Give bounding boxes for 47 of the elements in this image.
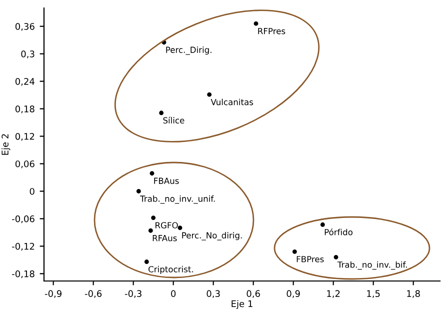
x-tick-label: 1,8: [407, 290, 420, 298]
annotation: Pórfido: [324, 228, 352, 236]
annotation: RFAus: [152, 235, 177, 242]
point: [320, 222, 325, 227]
annotation: RFPres: [258, 28, 286, 34]
y-tick-label: 0,24: [15, 78, 34, 86]
annotation: Trab._no_inv._unif.: [140, 195, 215, 204]
x-tick-label: 0: [171, 290, 176, 298]
point: [151, 216, 156, 220]
point: [178, 226, 182, 230]
y-tick-label: 0,3: [21, 50, 34, 58]
y-tick-label: 0,36: [15, 23, 34, 31]
x-tick-label: 1,2: [327, 290, 340, 298]
annotation: RGFO: [156, 222, 178, 228]
x-tick-label: -0,9: [44, 290, 62, 298]
annotation: Vulcanitas: [210, 98, 254, 106]
point: [136, 189, 141, 194]
annotation: Trab._no_inv._bif.: [337, 261, 407, 270]
annotation: FBAus: [154, 178, 179, 184]
x-tick-label: 0,3: [206, 290, 220, 298]
x-tick-label: -0,6: [84, 290, 102, 298]
point: [292, 249, 297, 254]
annotation: FBPres: [296, 256, 324, 262]
x-tick-label: 1,5: [367, 290, 380, 298]
y-tick-label: -0,18: [12, 270, 34, 278]
point: [144, 260, 149, 264]
point: [334, 254, 338, 260]
point: [159, 110, 164, 116]
annotation: Sílice: [163, 116, 184, 124]
x-tick-label: 0,9: [286, 290, 300, 298]
annotation: Criptocrist.: [148, 266, 193, 274]
x-tick-label: 0,6: [246, 290, 260, 298]
x-tick-label: -0,3: [124, 290, 142, 298]
point: [150, 171, 154, 176]
point: [207, 92, 212, 97]
x-axis-title: Eje 1: [232, 300, 252, 309]
point: [254, 21, 258, 26]
annotation: Perc._Dirig.: [166, 46, 212, 55]
point: [148, 228, 153, 233]
y-tick-label: 0,06: [15, 160, 34, 168]
y-axis-title: Eje 2: [1, 134, 10, 155]
y-tick-label: -0,06: [12, 215, 34, 224]
annotation: Perc._No_dirig.: [182, 232, 242, 240]
y-tick-label: 0,18: [15, 106, 34, 114]
y-tick-label: -0,12: [12, 242, 34, 251]
y-tick-label: 0,12: [15, 132, 34, 141]
y-tick-label: 0: [30, 188, 34, 195]
